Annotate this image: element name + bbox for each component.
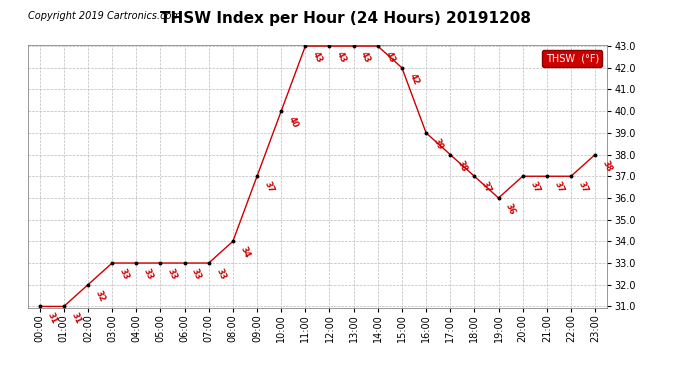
Text: 34: 34 xyxy=(239,246,251,260)
Point xyxy=(420,130,432,136)
Point xyxy=(83,282,94,288)
Text: 37: 37 xyxy=(529,180,541,195)
Point xyxy=(203,260,214,266)
Text: 31: 31 xyxy=(46,310,58,325)
Text: 37: 37 xyxy=(263,180,275,195)
Point xyxy=(396,65,407,71)
Point xyxy=(541,173,552,179)
Text: Copyright 2019 Cartronics.com: Copyright 2019 Cartronics.com xyxy=(28,11,181,21)
Point xyxy=(34,303,46,309)
Point xyxy=(348,43,359,49)
Text: 37: 37 xyxy=(480,180,493,195)
Text: THSW Index per Hour (24 Hours) 20191208: THSW Index per Hour (24 Hours) 20191208 xyxy=(159,11,531,26)
Text: 31: 31 xyxy=(70,310,82,325)
Point xyxy=(565,173,576,179)
Legend: THSW  (°F): THSW (°F) xyxy=(542,50,602,67)
Point xyxy=(444,152,455,157)
Point xyxy=(155,260,166,266)
Point xyxy=(130,260,142,266)
Text: 37: 37 xyxy=(553,180,565,195)
Point xyxy=(493,195,504,201)
Text: 36: 36 xyxy=(504,202,517,216)
Text: 43: 43 xyxy=(311,50,324,64)
Point xyxy=(179,260,190,266)
Point xyxy=(251,173,262,179)
Point xyxy=(324,43,335,49)
Point xyxy=(373,43,384,49)
Text: 37: 37 xyxy=(577,180,589,195)
Point xyxy=(589,152,600,157)
Point xyxy=(276,108,287,114)
Text: 43: 43 xyxy=(335,50,348,64)
Point xyxy=(469,173,480,179)
Point xyxy=(518,173,529,179)
Text: 38: 38 xyxy=(456,159,469,173)
Text: 43: 43 xyxy=(384,50,396,64)
Point xyxy=(299,43,310,49)
Text: 38: 38 xyxy=(601,159,613,173)
Text: 33: 33 xyxy=(215,267,227,281)
Point xyxy=(58,303,69,309)
Text: 40: 40 xyxy=(287,116,299,130)
Text: 33: 33 xyxy=(190,267,203,281)
Text: 42: 42 xyxy=(408,72,421,86)
Text: 39: 39 xyxy=(432,137,444,151)
Text: 33: 33 xyxy=(142,267,155,281)
Text: 33: 33 xyxy=(166,267,179,281)
Point xyxy=(228,238,239,244)
Text: 43: 43 xyxy=(359,50,372,64)
Text: 33: 33 xyxy=(118,267,130,281)
Point xyxy=(106,260,117,266)
Text: 32: 32 xyxy=(94,289,106,303)
